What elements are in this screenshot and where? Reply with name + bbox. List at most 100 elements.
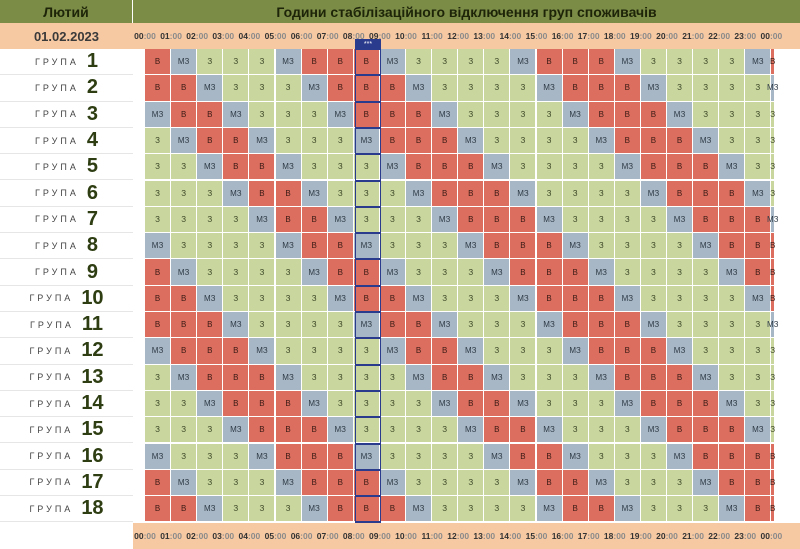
schedule-cell[interactable]: В bbox=[614, 127, 641, 155]
schedule-cell[interactable]: З bbox=[432, 496, 459, 523]
schedule-cell[interactable]: МЗ bbox=[171, 127, 198, 155]
schedule-cell[interactable]: З bbox=[223, 206, 250, 234]
schedule-cell[interactable]: МЗ bbox=[432, 390, 459, 418]
group-label[interactable]: ГРУПА 2 bbox=[0, 75, 133, 102]
schedule-cell[interactable]: З bbox=[432, 443, 459, 470]
schedule-cell[interactable]: В bbox=[770, 285, 775, 312]
schedule-cell[interactable]: В bbox=[301, 206, 328, 234]
schedule-cell[interactable]: В bbox=[562, 469, 589, 497]
schedule-cell[interactable]: З bbox=[588, 443, 615, 470]
schedule-cell[interactable]: МЗ bbox=[301, 496, 328, 523]
schedule-cell[interactable]: МЗ bbox=[171, 469, 198, 497]
schedule-cell[interactable]: З bbox=[301, 338, 328, 365]
schedule-cell[interactable]: В bbox=[432, 154, 459, 181]
schedule-cell[interactable]: З bbox=[614, 469, 641, 497]
schedule-cell[interactable]: МЗ bbox=[536, 496, 563, 523]
schedule-cell[interactable]: З bbox=[745, 338, 772, 365]
schedule-cell[interactable]: В bbox=[510, 443, 537, 470]
schedule-cell[interactable]: МЗ bbox=[406, 364, 433, 391]
schedule-cell[interactable]: В bbox=[693, 390, 720, 418]
schedule-cell[interactable]: МЗ bbox=[536, 417, 563, 444]
schedule-cell[interactable]: З bbox=[510, 101, 537, 128]
schedule-cell[interactable]: В bbox=[327, 259, 354, 286]
schedule-cell[interactable]: З bbox=[145, 154, 172, 181]
schedule-cell[interactable]: З bbox=[588, 154, 615, 181]
schedule-cell[interactable]: З bbox=[484, 338, 511, 365]
schedule-cell[interactable]: В bbox=[536, 443, 563, 470]
schedule-cell[interactable]: З bbox=[667, 285, 694, 312]
schedule-cell[interactable]: З bbox=[667, 49, 694, 76]
schedule-cell[interactable]: З bbox=[327, 180, 354, 207]
schedule-cell[interactable]: В bbox=[353, 75, 380, 102]
schedule-cell[interactable]: В bbox=[275, 443, 302, 470]
schedule-cell[interactable]: В bbox=[588, 496, 615, 523]
schedule-cell[interactable]: В bbox=[484, 206, 511, 234]
schedule-cell[interactable]: МЗ bbox=[484, 154, 511, 181]
schedule-cell[interactable]: В bbox=[223, 390, 250, 418]
schedule-cell[interactable]: В bbox=[171, 75, 198, 102]
schedule-cell[interactable]: МЗ bbox=[562, 443, 589, 470]
schedule-cell[interactable]: З bbox=[693, 312, 720, 339]
schedule-cell[interactable]: З bbox=[275, 75, 302, 102]
schedule-cell[interactable]: МЗ bbox=[275, 154, 302, 181]
schedule-cell[interactable]: З bbox=[770, 390, 775, 418]
schedule-cell[interactable]: В bbox=[745, 496, 772, 523]
schedule-cell[interactable]: МЗ bbox=[223, 312, 250, 339]
group-label[interactable]: ГРУПА 1 bbox=[0, 49, 133, 76]
schedule-cell[interactable]: В bbox=[562, 75, 589, 102]
schedule-cell[interactable]: МЗ bbox=[353, 312, 380, 339]
schedule-cell[interactable]: З bbox=[327, 338, 354, 365]
schedule-cell[interactable]: З bbox=[275, 101, 302, 128]
schedule-cell[interactable]: МЗ bbox=[667, 101, 694, 128]
schedule-cell[interactable]: МЗ bbox=[379, 49, 406, 76]
schedule-cell[interactable]: З bbox=[745, 101, 772, 128]
schedule-cell[interactable]: З bbox=[562, 390, 589, 418]
schedule-cell[interactable]: З bbox=[145, 180, 172, 207]
schedule-cell[interactable]: МЗ bbox=[301, 180, 328, 207]
schedule-cell[interactable]: З bbox=[588, 417, 615, 444]
schedule-cell[interactable]: МЗ bbox=[249, 443, 276, 470]
schedule-cell[interactable]: З bbox=[379, 390, 406, 418]
schedule-cell[interactable]: З bbox=[432, 259, 459, 286]
schedule-cell[interactable]: З bbox=[458, 469, 485, 497]
schedule-cell[interactable]: З bbox=[223, 285, 250, 312]
schedule-cell[interactable]: В bbox=[353, 496, 380, 523]
schedule-cell[interactable]: З bbox=[353, 338, 380, 365]
schedule-cell[interactable]: В bbox=[353, 101, 380, 128]
schedule-cell[interactable]: В bbox=[640, 338, 667, 365]
schedule-cell[interactable]: В bbox=[536, 233, 563, 260]
schedule-cell[interactable]: З bbox=[406, 206, 433, 234]
schedule-cell[interactable]: З bbox=[536, 154, 563, 181]
schedule-cell[interactable]: МЗ bbox=[484, 364, 511, 391]
schedule-cell[interactable]: З bbox=[171, 154, 198, 181]
schedule-cell[interactable]: З bbox=[588, 233, 615, 260]
schedule-cell[interactable]: З bbox=[667, 259, 694, 286]
schedule-cell[interactable]: МЗ bbox=[171, 364, 198, 391]
schedule-cell[interactable]: В bbox=[588, 75, 615, 102]
schedule-cell[interactable]: З bbox=[379, 417, 406, 444]
schedule-cell[interactable]: В bbox=[379, 75, 406, 102]
schedule-cell[interactable]: З bbox=[667, 233, 694, 260]
schedule-cell[interactable]: В bbox=[693, 417, 720, 444]
schedule-cell[interactable]: В bbox=[745, 259, 772, 286]
schedule-cell[interactable]: З bbox=[406, 469, 433, 497]
schedule-cell[interactable]: В bbox=[353, 259, 380, 286]
schedule-cell[interactable]: МЗ bbox=[379, 469, 406, 497]
schedule-cell[interactable]: З bbox=[510, 338, 537, 365]
schedule-cell[interactable]: МЗ bbox=[458, 233, 485, 260]
schedule-cell[interactable]: В bbox=[510, 233, 537, 260]
schedule-cell[interactable]: З bbox=[145, 390, 172, 418]
schedule-cell[interactable]: В bbox=[145, 49, 172, 76]
schedule-cell[interactable]: З bbox=[745, 154, 772, 181]
schedule-cell[interactable]: З bbox=[406, 390, 433, 418]
schedule-cell[interactable]: В bbox=[693, 443, 720, 470]
schedule-cell[interactable]: З bbox=[301, 312, 328, 339]
schedule-cell[interactable]: З bbox=[327, 390, 354, 418]
schedule-cell[interactable]: В bbox=[145, 285, 172, 312]
schedule-cell[interactable]: З bbox=[275, 127, 302, 155]
schedule-cell[interactable]: З bbox=[223, 259, 250, 286]
schedule-cell[interactable]: МЗ bbox=[458, 338, 485, 365]
schedule-cell[interactable]: З bbox=[484, 312, 511, 339]
schedule-cell[interactable]: В bbox=[745, 443, 772, 470]
schedule-cell[interactable]: З bbox=[275, 259, 302, 286]
